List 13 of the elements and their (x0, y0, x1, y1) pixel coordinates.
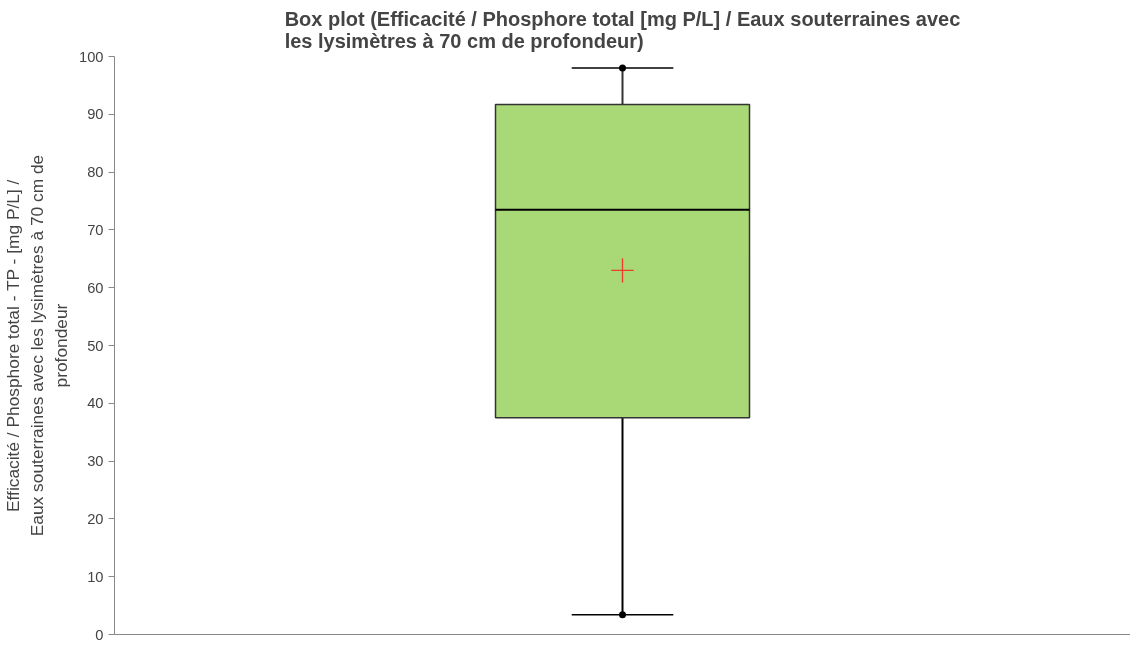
y-tick-label: 100 (79, 48, 104, 65)
y-tick-label: 60 (87, 279, 104, 296)
y-tick-label: 10 (87, 568, 104, 585)
chart-title: Box plot (Efficacité / Phosphore total [mg P/L] / Eaux souterraines avec les lysimètres à 70 cm de profondeur) (284, 7, 961, 52)
y-tick-label: 50 (87, 337, 104, 354)
y-tick-label: 80 (87, 164, 104, 181)
y-axis-title: Efficacité / Phosphore total - TP - [mg P/L] / Eaux souterraines avec les lysimètres à 70 cm de profondeur (3, 154, 72, 537)
y-tick-label: 90 (87, 106, 104, 123)
y-tick-label: 30 (87, 453, 104, 470)
y-tick-label: 0 (95, 626, 104, 643)
y-tick-label: 70 (87, 221, 104, 238)
y-tick-label: 20 (87, 510, 104, 527)
y-tick-label: 40 (87, 395, 104, 412)
